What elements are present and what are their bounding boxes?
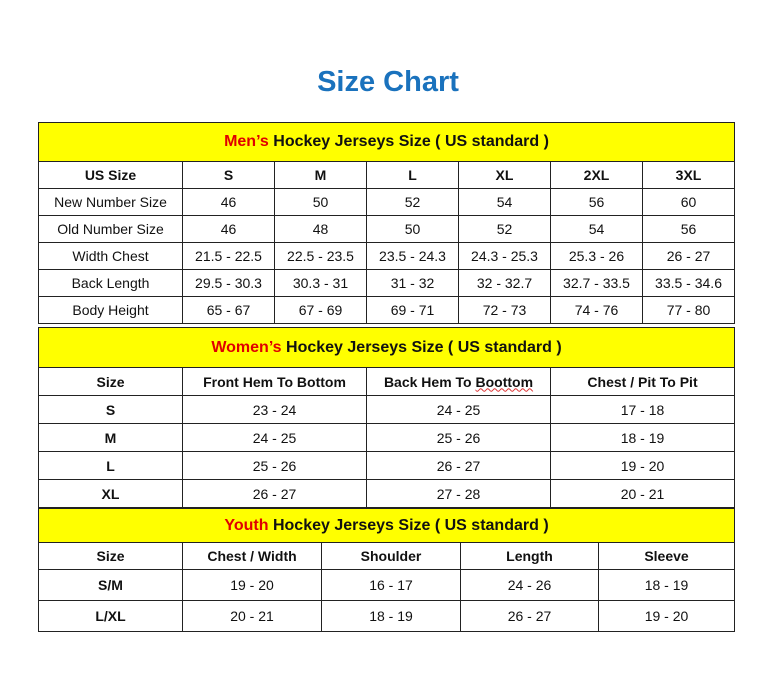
table-cell: 54	[458, 188, 551, 216]
youth-table-row: S/M 19 - 20 16 - 17 24 - 26 18 - 19	[38, 569, 736, 601]
table-cell: 19 - 20	[182, 569, 322, 601]
table-cell: 18 - 19	[597, 569, 736, 601]
table-cell: 26 - 27	[460, 600, 599, 632]
table-cell: 60	[641, 188, 736, 216]
table-cell: 52	[366, 188, 459, 216]
table-cell: 32 - 32.7	[458, 269, 551, 297]
table-cell: 46	[182, 215, 275, 243]
men-size-table: Men’s Hockey Jerseys Size ( US standard …	[37, 122, 736, 324]
table-cell: 52	[458, 215, 551, 243]
men-table-row: Width Chest 21.5 - 22.5 22.5 - 23.5 23.5 - …	[38, 242, 736, 270]
table-cell: 17 - 18	[549, 395, 736, 424]
women-header-row: Size Front Hem To Bottom Back Hem To Boott…	[38, 367, 736, 396]
table-cell: 27 - 28	[366, 479, 551, 508]
table-cell: 18 - 19	[549, 423, 736, 452]
row-label: Back Length	[38, 269, 183, 297]
women-table-row: M 24 - 25 25 - 26 18 - 19	[38, 423, 736, 452]
table-cell: 69 - 71	[366, 296, 459, 324]
table-cell: 26 - 27	[366, 451, 551, 480]
youth-size-table: Youth Hockey Jerseys Size ( US standard …	[37, 508, 736, 632]
table-cell: 19 - 20	[549, 451, 736, 480]
table-cell: 25 - 26	[182, 451, 367, 480]
table-cell: 74 - 76	[550, 296, 643, 324]
row-label: S/M	[38, 569, 183, 601]
table-cell: 77 - 80	[641, 296, 736, 324]
row-label: Width Chest	[38, 242, 183, 270]
row-label: New Number Size	[38, 188, 183, 216]
row-label: L	[38, 451, 183, 480]
table-cell: 26 - 27	[182, 479, 367, 508]
table-cell: 26 - 27	[641, 242, 736, 270]
men-table-row: Back Length 29.5 - 30.3 30.3 - 31 31 - 32 32…	[38, 269, 736, 297]
table-cell: 16 - 17	[321, 569, 461, 601]
table-cell: 72 - 73	[458, 296, 551, 324]
table-cell: 50	[274, 188, 367, 216]
table-cell: 31 - 32	[366, 269, 459, 297]
row-label: Old Number Size	[38, 215, 183, 243]
men-section-heading: Men’s Hockey Jerseys Size ( US standard …	[37, 122, 736, 162]
women-table-row: L 25 - 26 26 - 27 19 - 20	[38, 451, 736, 480]
table-cell: 25 - 26	[366, 423, 551, 452]
table-cell: 46	[182, 188, 275, 216]
row-label: XL	[38, 479, 183, 508]
table-cell: 23.5 - 24.3	[366, 242, 459, 270]
row-label: S	[38, 395, 183, 424]
page-title: Size Chart	[317, 66, 459, 98]
table-cell: 56	[641, 215, 736, 243]
table-cell: 25.3 - 26	[550, 242, 643, 270]
women-table-row: S 23 - 24 24 - 25 17 - 18	[38, 395, 736, 424]
men-table-row: Old Number Size 46 48 50 52 54 56	[38, 215, 736, 243]
table-cell: 24 - 26	[460, 569, 599, 601]
table-cell: 18 - 19	[321, 600, 461, 632]
men-table-row: Body Height 65 - 67 67 - 69 69 - 71 72 - 73 7…	[38, 296, 736, 324]
table-cell: 65 - 67	[182, 296, 275, 324]
youth-header-row: Size Chest / Width Shoulder Length Sleeve	[38, 542, 736, 570]
row-label: Body Height	[38, 296, 183, 324]
table-cell: 54	[550, 215, 643, 243]
table-cell: 20 - 21	[549, 479, 736, 508]
men-table-row: New Number Size 46 50 52 54 56 60	[38, 188, 736, 216]
table-cell: 24 - 25	[182, 423, 367, 452]
women-size-table: Women’s Hockey Jerseys Size ( US standar…	[37, 327, 736, 508]
women-table-row: XL 26 - 27 27 - 28 20 - 21	[38, 479, 736, 508]
table-cell: 21.5 - 22.5	[182, 242, 275, 270]
table-cell: 56	[550, 188, 643, 216]
table-cell: 50	[366, 215, 459, 243]
table-cell: 67 - 69	[274, 296, 367, 324]
table-cell: 23 - 24	[182, 395, 367, 424]
table-cell: 48	[274, 215, 367, 243]
table-cell: 24.3 - 25.3	[458, 242, 551, 270]
women-section-heading: Women’s Hockey Jerseys Size ( US standar…	[37, 327, 736, 368]
table-cell: 24 - 25	[366, 395, 551, 424]
table-cell: 22.5 - 23.5	[274, 242, 367, 270]
row-label: M	[38, 423, 183, 452]
row-label: L/XL	[38, 600, 183, 632]
men-header-row: US Size S M L XL 2XL 3XL	[38, 161, 736, 189]
table-cell: 33.5 - 34.6	[641, 269, 736, 297]
table-cell: 19 - 20	[597, 600, 736, 632]
table-cell: 30.3 - 31	[274, 269, 367, 297]
youth-table-row: L/XL 20 - 21 18 - 19 26 - 27 19 - 20	[38, 600, 736, 632]
table-cell: 20 - 21	[182, 600, 322, 632]
table-cell: 32.7 - 33.5	[550, 269, 643, 297]
table-cell: 29.5 - 30.3	[182, 269, 275, 297]
youth-section-heading: Youth Hockey Jerseys Size ( US standard …	[37, 508, 736, 543]
